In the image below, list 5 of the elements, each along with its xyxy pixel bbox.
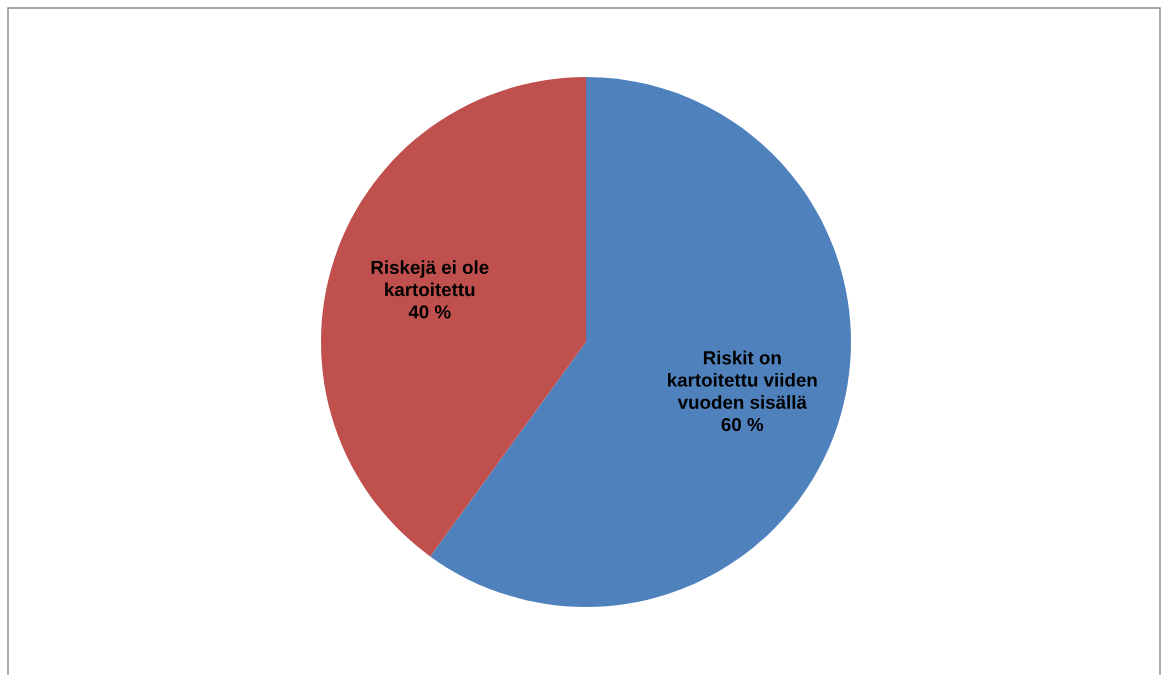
data-label: 60 % — [721, 417, 764, 432]
data-label: 40 % — [408, 305, 451, 319]
pie-slice — [321, 77, 586, 557]
slice-label: Riskejä ei ole kartoitettu — [371, 260, 489, 297]
slice-label: Riskit on kartoitettu viiden vuoden sisällä — [668, 350, 817, 409]
